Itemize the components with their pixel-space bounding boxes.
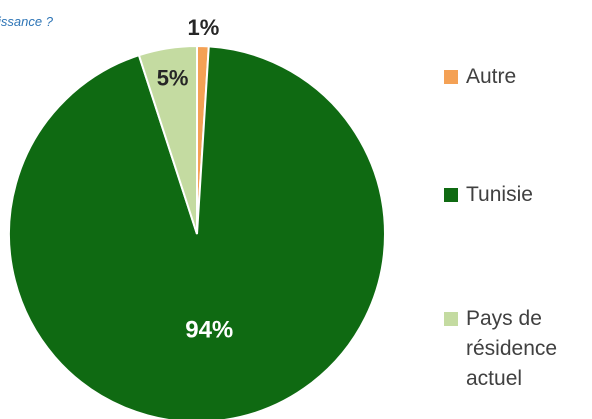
- legend-label-pays: Pays de résidence actuel: [466, 304, 557, 394]
- legend-item-autre: Autre: [444, 62, 516, 92]
- data-label-tunisie: 94%: [185, 316, 233, 343]
- legend-label-pays-line1: Pays de: [466, 307, 542, 330]
- data-label-pays-de-r-sidence-actuel: 5%: [157, 66, 189, 91]
- legend-swatch-pays: [444, 312, 458, 326]
- legend-item-pays: Pays de résidence actuel: [444, 304, 557, 394]
- legend-label-pays-line2: résidence: [466, 337, 558, 360]
- pie-slices: [8, 44, 386, 419]
- pie-slice-tunisie: [8, 45, 386, 419]
- pie-slice-pays-de-r-sidence-actuel: [137, 44, 198, 235]
- legend-swatch-tunisie: [444, 188, 458, 202]
- data-label-autre: 1%: [188, 15, 220, 40]
- legend-label-tunisie: Tunisie: [466, 183, 533, 206]
- chart-question-text: issance ?: [0, 14, 53, 29]
- legend-item-tunisie: Tunisie: [444, 180, 533, 210]
- pie-labels: 1% 94% 5%: [157, 15, 234, 343]
- legend-swatch-autre: [444, 70, 458, 84]
- legend-label-pays-line3: actuel: [466, 367, 523, 390]
- legend-label-autre: Autre: [466, 65, 517, 88]
